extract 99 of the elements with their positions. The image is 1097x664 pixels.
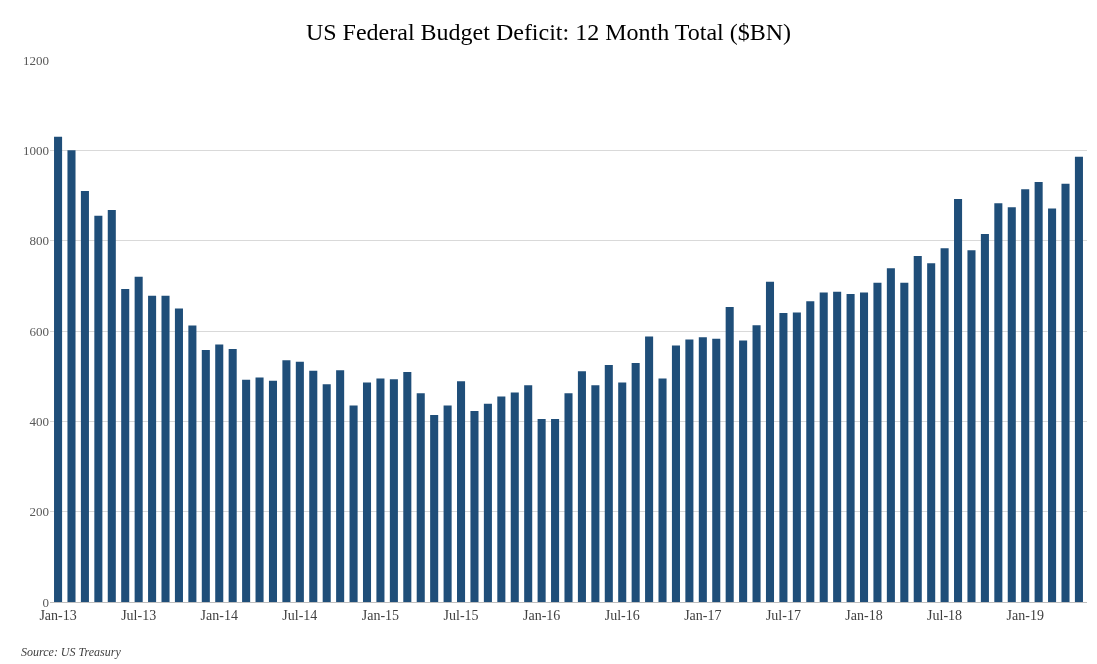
bar: [510, 392, 519, 602]
bar: [752, 325, 761, 602]
bar: [954, 199, 963, 602]
bar: [121, 289, 130, 602]
y-tick-label: 0: [42, 594, 49, 610]
bar: [980, 233, 989, 602]
bar: [54, 136, 63, 602]
bar: [403, 372, 412, 602]
bar: [927, 263, 936, 602]
bar: [201, 349, 210, 602]
bar: [537, 419, 546, 602]
bar: [671, 345, 680, 602]
bar: [268, 380, 278, 602]
bar: [698, 337, 707, 602]
bar: [1048, 208, 1057, 602]
x-tick-label: Jul-16: [604, 607, 640, 623]
bar: [604, 364, 613, 602]
bar: [362, 382, 372, 602]
bar: [255, 377, 264, 602]
bar: [967, 250, 976, 602]
bar: [994, 203, 1003, 602]
x-tick-label: Jul-15: [443, 607, 479, 623]
bar: [349, 405, 358, 602]
x-tick-label: Jan-19: [1006, 607, 1044, 623]
x-tick-label: Jul-14: [282, 607, 318, 623]
bar: [188, 325, 197, 602]
bar: [1021, 189, 1030, 602]
bar: [792, 312, 801, 602]
bar: [658, 378, 667, 602]
y-tick-label: 400: [29, 413, 49, 429]
bar: [564, 393, 573, 602]
y-tick-label: 800: [29, 233, 49, 249]
bar: [873, 282, 882, 602]
bar: [416, 393, 425, 602]
x-tick-label: Jan-15: [361, 607, 400, 623]
bar: [1034, 181, 1043, 602]
bar: [779, 312, 788, 602]
bar: [1007, 207, 1016, 602]
bar: [470, 410, 479, 602]
bar: [551, 419, 560, 602]
bar: [376, 378, 385, 602]
bar: [886, 268, 895, 602]
bar: [215, 344, 224, 602]
bar: [242, 379, 251, 602]
y-tick-label: 1000: [23, 142, 49, 158]
y-tick-label: 600: [29, 323, 49, 339]
bar: [645, 336, 654, 602]
bar: [322, 384, 331, 602]
bar: [833, 291, 842, 602]
bar: [107, 209, 116, 602]
bar: [859, 292, 869, 602]
x-tick-label: Jul-13: [121, 607, 157, 623]
bar: [712, 338, 721, 602]
x-tick-label: Jan-18: [845, 607, 883, 623]
bar: [900, 282, 909, 602]
x-tick-label: Jan-14: [200, 607, 238, 623]
bar: [80, 190, 89, 602]
bar: [228, 349, 237, 602]
bar: [430, 415, 439, 602]
x-tick-label: Jul-18: [927, 607, 963, 623]
bar: [94, 215, 103, 602]
x-tick-label: Jan-13: [39, 607, 77, 623]
bar: [819, 292, 828, 602]
bar: [174, 308, 183, 602]
bar: [1061, 183, 1070, 602]
bar: [295, 361, 304, 602]
bar: [282, 360, 291, 602]
bar: [389, 379, 398, 602]
bar: [524, 385, 533, 602]
bar: [161, 295, 170, 602]
bar: [336, 370, 345, 602]
bar: [67, 150, 76, 602]
bar: [806, 301, 815, 602]
bar: [940, 248, 949, 602]
bar: [457, 381, 466, 602]
source-note: Source: US Treasury: [21, 645, 122, 659]
bar: [148, 295, 157, 602]
bar: [765, 281, 775, 602]
bar: [591, 385, 600, 602]
chart-title: US Federal Budget Deficit: 12 Month Total ($BN): [305, 19, 792, 46]
bar: [913, 256, 922, 602]
bar: [846, 293, 855, 602]
x-tick-label: Jul-17: [765, 607, 801, 623]
bar: [134, 276, 143, 602]
bar: [483, 403, 492, 602]
bar: [685, 339, 694, 602]
bar: [739, 340, 748, 602]
y-tick-label: 200: [29, 504, 49, 520]
bar: [309, 370, 318, 602]
y-tick-label: 1200: [23, 52, 49, 68]
bar: [631, 363, 640, 602]
bar: [577, 371, 586, 602]
bar: [497, 396, 506, 602]
bar: [443, 405, 452, 602]
bar: [725, 307, 734, 602]
x-tick-label: Jan-16: [522, 607, 561, 623]
bar: [618, 382, 627, 602]
bar: [1074, 156, 1083, 602]
x-tick-label: Jan-17: [684, 607, 722, 623]
